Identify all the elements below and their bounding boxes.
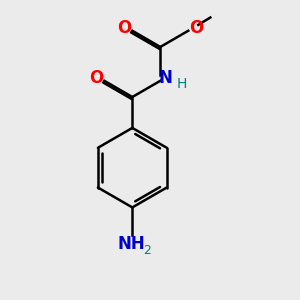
Text: 2: 2 — [143, 244, 151, 257]
Text: N: N — [159, 69, 172, 87]
Text: NH: NH — [117, 235, 145, 253]
Text: O: O — [189, 19, 203, 37]
Text: O: O — [117, 19, 131, 37]
Text: H: H — [176, 77, 187, 91]
Text: O: O — [89, 69, 103, 87]
